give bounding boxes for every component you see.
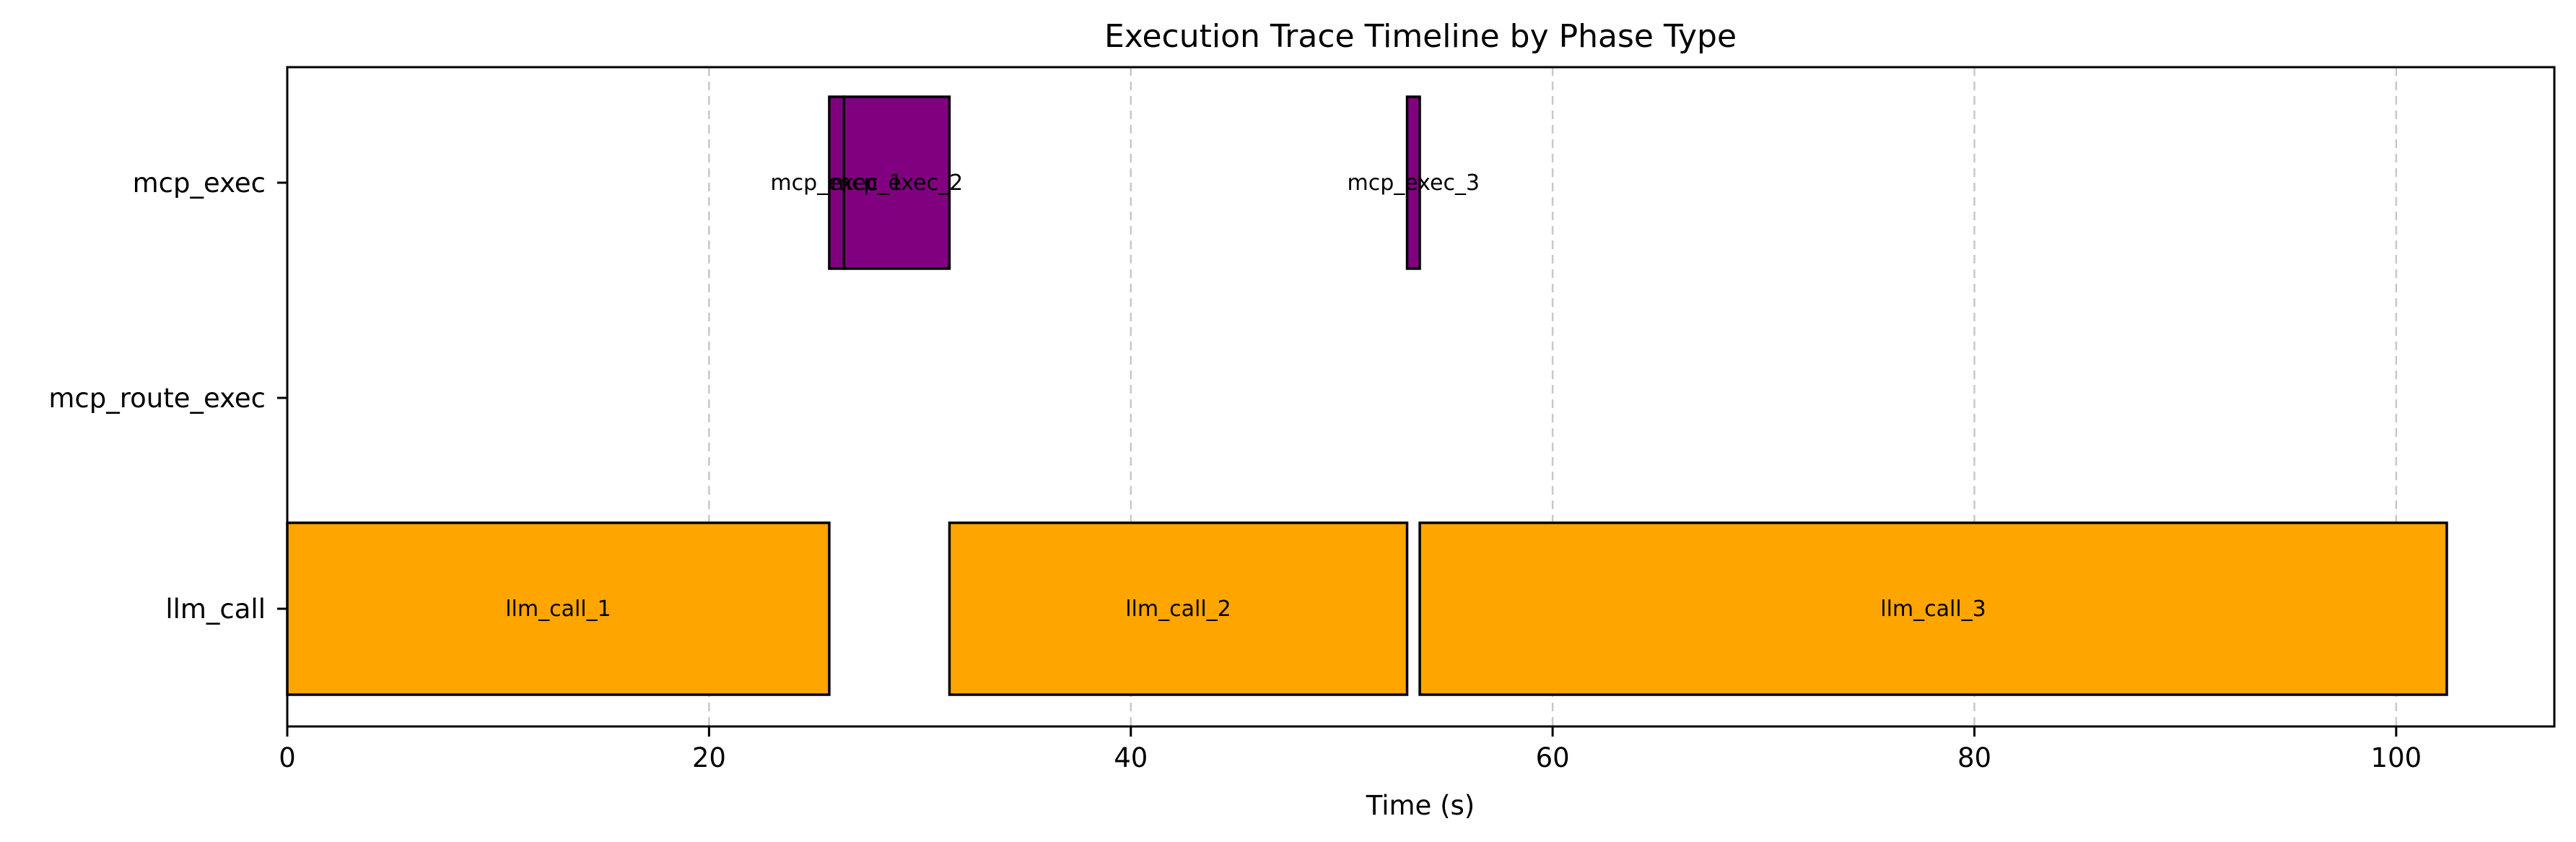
bar-llm_call_2 (948, 521, 1409, 696)
chart-title: Execution Trace Timeline by Phase Type (1104, 18, 1737, 55)
bar-label-mcp_exec_2: mcp_exec_2 (831, 170, 964, 196)
bar-mcp_exec_3 (1405, 95, 1421, 270)
y-tick-label-llm_call: llm_call (165, 594, 266, 625)
bar-label-llm_call_1: llm_call_1 (505, 596, 611, 622)
x-tick-label-100: 100 (2371, 742, 2422, 773)
bar-llm_call_3 (1418, 521, 2448, 696)
bar-llm_call_1 (286, 521, 831, 696)
bar-label-mcp_exec_1: mcp_exec_1 (770, 170, 903, 196)
bar-label-llm_call_3: llm_call_3 (1880, 596, 1986, 622)
y-tick-label-mcp_route_exec: mcp_route_exec (48, 383, 266, 414)
x-tick-label-0: 0 (279, 742, 296, 773)
y-tick-label-mcp_exec: mcp_exec (133, 168, 266, 199)
bar-mcp_exec_2 (842, 95, 951, 270)
x-tick-label-20: 20 (692, 742, 726, 773)
y-axis-ticks: llm_call mcp_route_exec mcp_exec (48, 168, 287, 625)
bar-segments (286, 95, 2448, 696)
x-axis-label: Time (s) (1366, 790, 1475, 821)
x-axis-ticks: 0 20 40 60 80 100 (279, 726, 2422, 773)
bar-label-llm_call_2: llm_call_2 (1125, 596, 1231, 622)
x-tick-label-60: 60 (1536, 742, 1570, 773)
bar-labels: llm_call_1 llm_call_2 llm_call_3 mcp_exec_1… (505, 170, 1986, 622)
x-tick-label-80: 80 (1957, 742, 1991, 773)
x-tick-label-40: 40 (1114, 742, 1148, 773)
bar-label-mcp_exec_3: mcp_exec_3 (1347, 170, 1480, 196)
